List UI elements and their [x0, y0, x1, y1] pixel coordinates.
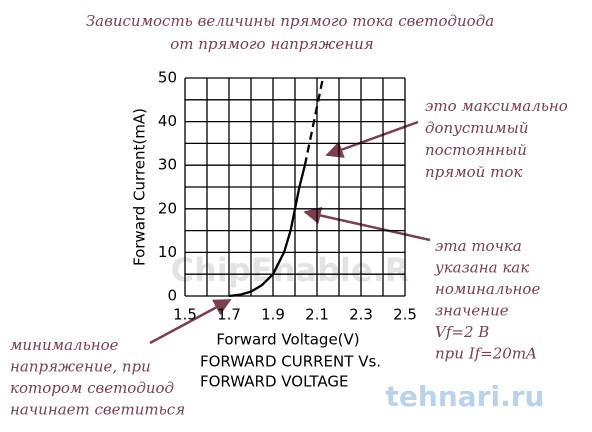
x-tick-label: 2.3 [349, 306, 373, 324]
y-tick-label: 40 [158, 112, 177, 130]
annotation: при If=20mA [435, 345, 537, 363]
arrow [303, 206, 431, 242]
annotation: постоянный [425, 141, 527, 159]
annotation: начинает светиться [10, 401, 185, 419]
arrow [325, 120, 419, 158]
chart-title: от прямого напряжения [170, 35, 373, 53]
x-axis-label: Forward Voltage(V) [216, 331, 359, 349]
subtitle: FORWARD VOLTAGE [200, 373, 348, 391]
annotation: номинальное [435, 280, 540, 298]
annotation: прямой ток [425, 163, 522, 181]
annotation: указана как [434, 259, 529, 277]
y-tick-label: 30 [158, 156, 177, 174]
arrow [149, 298, 232, 345]
y-axis-label: Forward Current(mA) [131, 108, 149, 266]
y-tick-label: 0 [167, 287, 177, 305]
y-tick-label: 50 [158, 69, 177, 87]
chart-title: Зависимость величины прямого тока светод… [86, 12, 494, 30]
subtitle: FORWARD CURRENT Vs. [200, 353, 381, 371]
annotation: эта точка [435, 237, 522, 255]
x-tick-label: 2.5 [393, 306, 417, 324]
annotation: котором светодиод [10, 379, 174, 397]
watermark: ChipEnable.R [171, 251, 410, 289]
y-tick-label: 20 [158, 199, 177, 217]
annotation: допустимый [425, 119, 529, 137]
x-tick-label: 1.9 [261, 306, 285, 324]
annotation: напряжение, при [10, 358, 151, 376]
y-tick-label: 10 [158, 243, 177, 261]
x-tick-label: 2.1 [305, 306, 329, 324]
annotation: минимальное [10, 336, 119, 354]
watermark: tehnari.ru [386, 380, 545, 413]
x-tick-label: 1.7 [217, 306, 241, 324]
annotation: значение [435, 302, 509, 320]
annotation: Vf=2 B [435, 323, 489, 341]
line [228, 164, 307, 298]
line [303, 77, 325, 166]
x-tick-label: 1.5 [173, 306, 197, 324]
annotation: это максимально [425, 97, 568, 115]
